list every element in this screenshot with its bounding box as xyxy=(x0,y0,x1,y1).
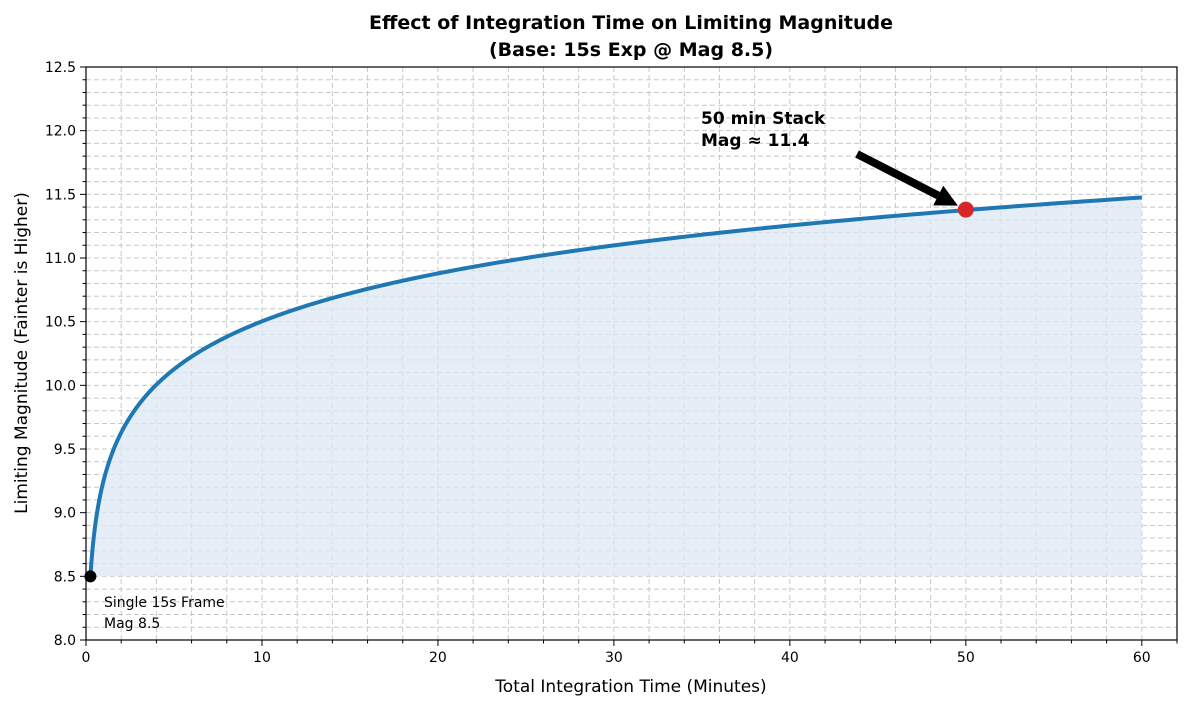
x-tick-label: 30 xyxy=(605,650,623,666)
annotation-stack-line2: Mag ≈ 11.4 xyxy=(701,131,810,151)
y-axis-label: Limiting Magnitude (Fainter is Higher) xyxy=(12,192,32,514)
y-tick-label: 10.0 xyxy=(45,378,76,394)
y-tick-label: 9.0 xyxy=(54,506,76,522)
y-tick-label: 12.0 xyxy=(45,124,76,140)
arrow-shaft xyxy=(855,150,941,200)
annotation-stack-line1: 50 min Stack xyxy=(701,109,826,129)
y-tick-label: 9.5 xyxy=(54,442,76,458)
y-tick-label: 10.5 xyxy=(45,315,76,331)
x-tick-label: 20 xyxy=(429,650,447,666)
highlight-point xyxy=(957,201,974,218)
plot-frame xyxy=(85,66,1178,641)
x-tick-label: 10 xyxy=(253,650,271,666)
x-axis-label: Total Integration Time (Minutes) xyxy=(494,677,766,697)
annotation-arrow xyxy=(855,150,958,206)
annotation-single-line2: Mag 8.5 xyxy=(104,616,160,632)
x-tick-label: 50 xyxy=(957,650,975,666)
y-tick-label: 12.5 xyxy=(45,60,76,76)
x-tick-label: 40 xyxy=(781,650,799,666)
ticks: 0 10 20 30 40 50 60 8.0 8.5 9.0 9.5 10.0 10.5 11.0 11.… xyxy=(45,60,1178,666)
y-tick-label: 8.5 xyxy=(54,569,76,585)
annotation-single-line1: Single 15s Frame xyxy=(104,595,225,611)
series-line xyxy=(88,195,1142,577)
y-tick-label: 11.0 xyxy=(45,251,76,267)
chart-title-line2: (Base: 15s Exp @ Mag 8.5) xyxy=(489,39,773,61)
chart-title-line1: Effect of Integration Time on Limiting M… xyxy=(369,12,893,34)
fill-area xyxy=(90,197,1142,577)
x-tick-label: 0 xyxy=(82,650,91,666)
y-tick-label: 11.5 xyxy=(45,187,76,203)
x-tick-label: 60 xyxy=(1133,650,1151,666)
arrow-head xyxy=(933,185,958,206)
start-point xyxy=(84,570,97,583)
y-tick-label: 8.0 xyxy=(54,633,76,649)
